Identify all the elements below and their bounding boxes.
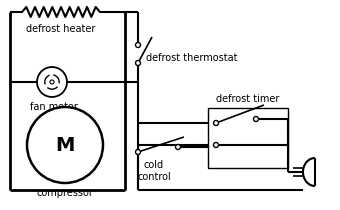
Bar [208,108,288,168]
Text: defrost timer: defrost timer [216,94,280,104]
Text: fan motor: fan motor [30,102,78,112]
Text: cold
control: cold control [137,160,171,182]
Circle shape [214,121,219,126]
Circle shape [175,144,181,150]
Text: defrost heater: defrost heater [26,24,96,34]
Text: compressor: compressor [37,188,94,198]
Circle shape [27,107,103,183]
Text: defrost thermostat: defrost thermostat [146,53,238,63]
Circle shape [136,42,140,47]
Circle shape [37,67,67,97]
Circle shape [136,150,140,155]
Circle shape [136,60,140,66]
Circle shape [214,143,219,147]
Text: M: M [55,135,75,155]
Circle shape [50,80,54,84]
Circle shape [254,117,258,122]
